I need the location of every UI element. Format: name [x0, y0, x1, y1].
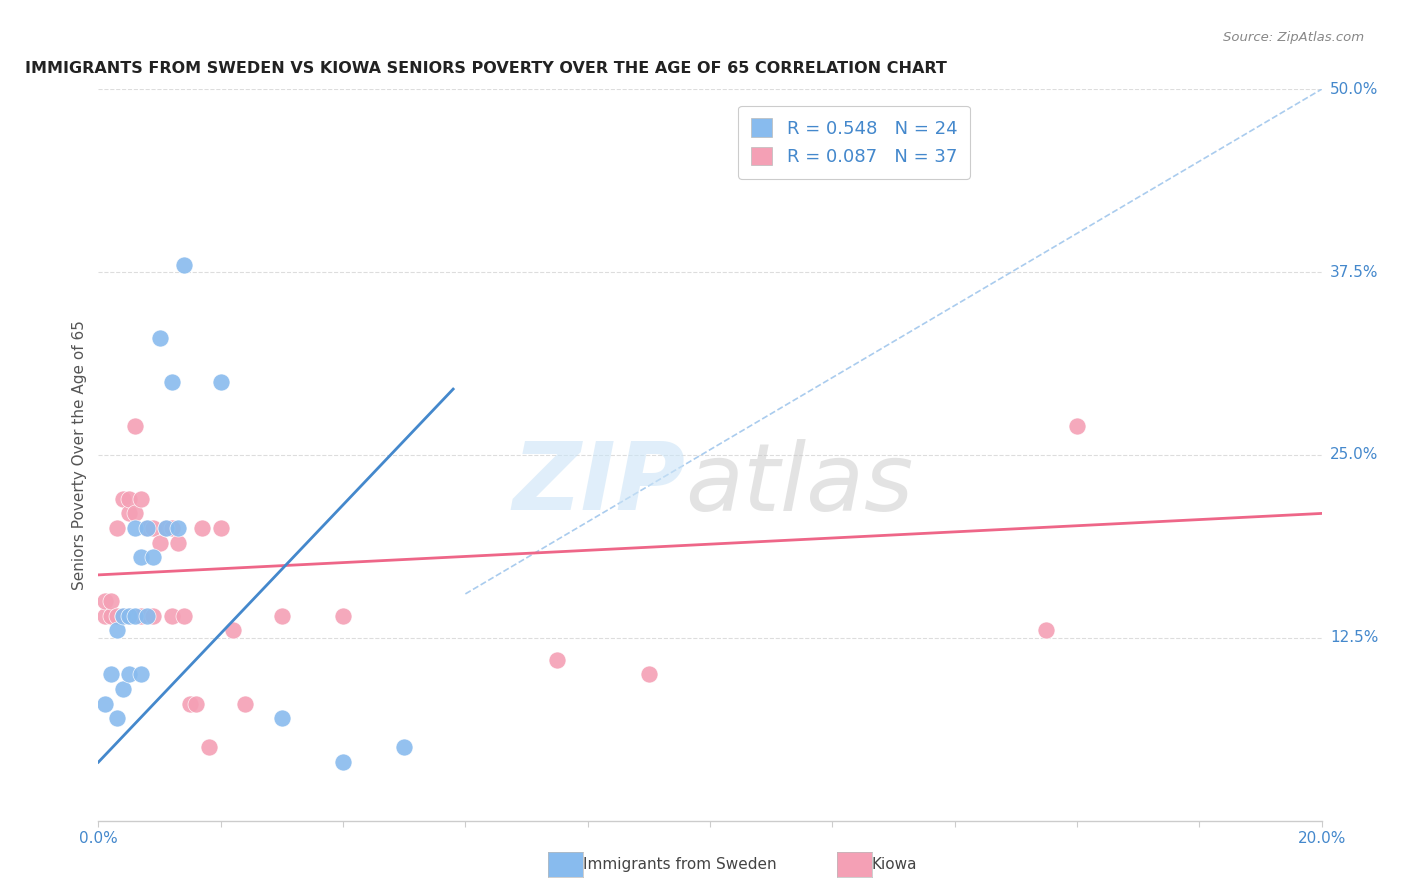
Point [270, 608, 292, 623]
Point [105, 624, 128, 638]
Point [124, 418, 146, 433]
Point [179, 697, 201, 711]
Point [332, 608, 354, 623]
Point [197, 740, 219, 755]
Point [160, 608, 183, 623]
Point [105, 521, 128, 535]
Text: ZIP: ZIP [513, 438, 686, 530]
Point [124, 608, 146, 623]
Point [129, 667, 152, 681]
Text: 37.5%: 37.5% [1330, 265, 1378, 279]
Point [149, 535, 172, 549]
Point [222, 624, 245, 638]
Point [167, 535, 190, 549]
Point [1035, 624, 1057, 638]
Point [111, 491, 134, 506]
Point [637, 667, 661, 681]
Point [186, 697, 208, 711]
Point [118, 608, 141, 623]
Point [191, 521, 214, 535]
Point [111, 608, 134, 623]
Point [118, 608, 141, 623]
Y-axis label: Seniors Poverty Over the Age of 65: Seniors Poverty Over the Age of 65 [72, 320, 87, 590]
Point [392, 740, 416, 755]
Point [332, 755, 354, 769]
Point [124, 507, 146, 521]
Text: 50.0%: 50.0% [1330, 82, 1378, 96]
Point [118, 491, 141, 506]
Point [209, 521, 232, 535]
Text: Source: ZipAtlas.com: Source: ZipAtlas.com [1223, 31, 1364, 45]
Point [93, 594, 115, 608]
Point [100, 594, 122, 608]
Point [111, 681, 134, 696]
Point [1066, 418, 1088, 433]
Point [105, 711, 128, 725]
Text: Immigrants from Sweden: Immigrants from Sweden [583, 857, 778, 871]
Text: Kiowa: Kiowa [872, 857, 917, 871]
Point [546, 653, 568, 667]
Text: IMMIGRANTS FROM SWEDEN VS KIOWA SENIORS POVERTY OVER THE AGE OF 65 CORRELATION C: IMMIGRANTS FROM SWEDEN VS KIOWA SENIORS … [25, 61, 946, 76]
Point [270, 711, 292, 725]
Point [136, 608, 159, 623]
Point [142, 521, 165, 535]
Point [160, 375, 183, 389]
Point [142, 550, 165, 565]
Point [124, 521, 146, 535]
Point [155, 521, 177, 535]
Point [155, 521, 177, 535]
Point [100, 608, 122, 623]
Point [93, 697, 115, 711]
Text: atlas: atlas [686, 439, 914, 530]
Text: 12.5%: 12.5% [1330, 631, 1378, 645]
Legend: R = 0.548   N = 24, R = 0.087   N = 37: R = 0.548 N = 24, R = 0.087 N = 37 [738, 105, 970, 178]
Point [93, 608, 115, 623]
Point [160, 521, 183, 535]
Point [233, 697, 256, 711]
Point [111, 608, 134, 623]
Point [173, 258, 195, 272]
Point [100, 667, 122, 681]
Point [118, 507, 141, 521]
Point [129, 491, 152, 506]
Point [129, 550, 152, 565]
Point [129, 608, 152, 623]
Point [118, 667, 141, 681]
Point [167, 521, 190, 535]
Point [136, 521, 159, 535]
Text: 25.0%: 25.0% [1330, 448, 1378, 462]
Point [149, 331, 172, 345]
Point [136, 521, 159, 535]
Point [209, 375, 232, 389]
Point [173, 608, 195, 623]
Point [105, 608, 128, 623]
Point [142, 608, 165, 623]
